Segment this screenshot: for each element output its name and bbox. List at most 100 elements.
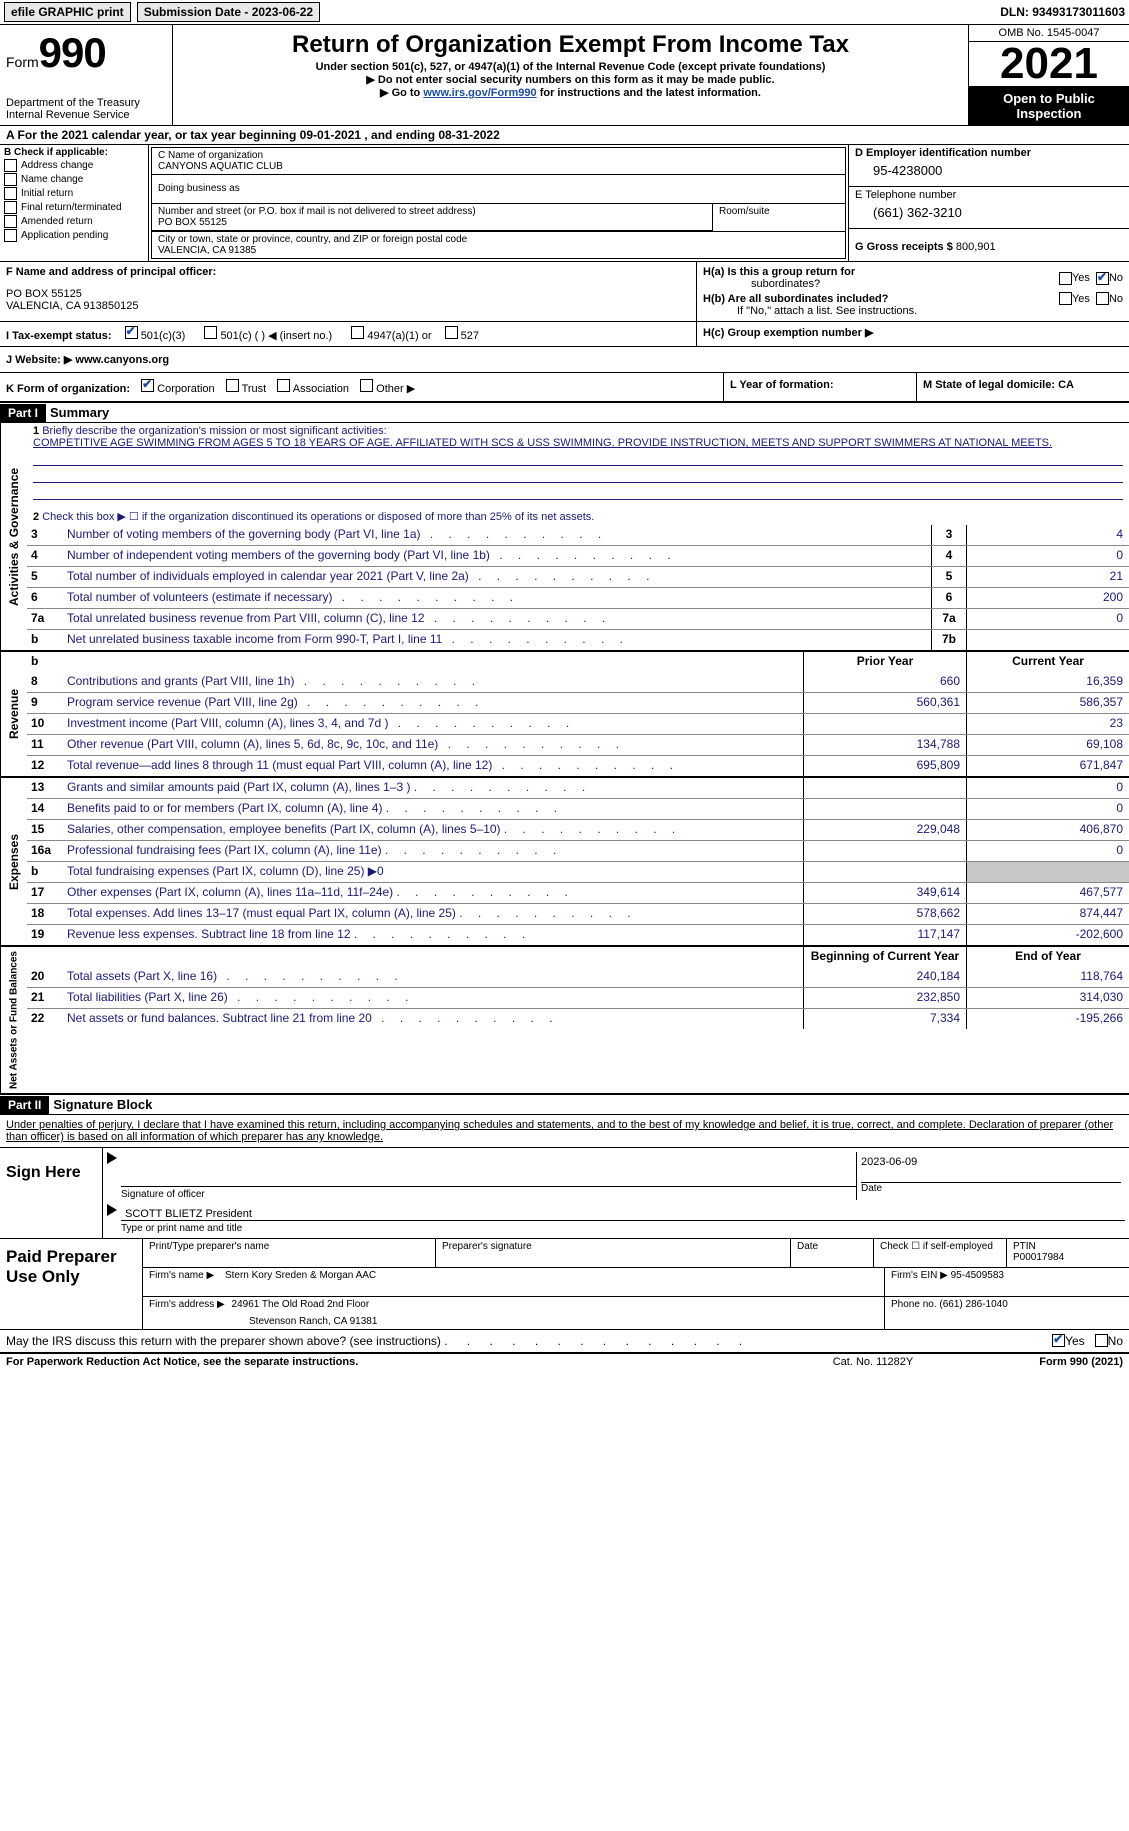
chk-application-pending[interactable]: Application pending xyxy=(4,229,144,242)
part-i-header-row: Part I Summary xyxy=(0,403,1129,423)
dln-number: DLN: 93493173011603 xyxy=(1000,5,1125,19)
revenue-line-9: 9 Program service revenue (Part VIII, li… xyxy=(27,692,1129,713)
expense-line-b: b Total fundraising expenses (Part IX, c… xyxy=(27,861,1129,882)
phone-value: (661) 362-3210 xyxy=(849,203,1129,229)
page-footer: For Paperwork Reduction Act Notice, see … xyxy=(0,1354,1129,1370)
tax-year: 2021 xyxy=(969,42,1129,87)
chk-4947[interactable] xyxy=(351,326,364,339)
side-activities: Activities & Governance xyxy=(0,423,27,650)
website: J Website: ▶ www.canyons.org xyxy=(0,347,1129,372)
header-left: Form990 Department of the Treasury Inter… xyxy=(0,25,173,125)
self-employed-check[interactable]: Check ☐ if self-employed xyxy=(874,1239,1007,1267)
may-no-checkbox[interactable] xyxy=(1095,1334,1108,1347)
hb-yes-checkbox[interactable] xyxy=(1059,292,1072,305)
section-f: F Name and address of principal officer:… xyxy=(0,262,697,321)
chk-final-return[interactable]: Final return/terminated xyxy=(4,201,144,214)
line-2: 2 Check this box ▶ ☐ if the organization… xyxy=(27,502,1129,525)
summary-line-7a: 7a Total unrelated business revenue from… xyxy=(27,608,1129,629)
chk-corporation[interactable] xyxy=(141,379,154,392)
phone-label: Phone no. xyxy=(891,1299,937,1310)
net-line-21: 21 Total liabilities (Part X, line 26) 2… xyxy=(27,987,1129,1008)
chk-association[interactable] xyxy=(277,379,290,392)
i-label: I Tax-exempt status: xyxy=(6,330,112,342)
date-col: Date xyxy=(791,1239,874,1267)
expense-line-19: 19 Revenue less expenses. Subtract line … xyxy=(27,924,1129,945)
b-label: B Check if applicable: xyxy=(4,147,144,158)
line-a: A For the 2021 calendar year, or tax yea… xyxy=(0,126,1129,145)
l-year-formation: L Year of formation: xyxy=(723,373,916,401)
revenue-line-12: 12 Total revenue—add lines 8 through 11 … xyxy=(27,755,1129,776)
goto-prefix: ▶ Go to xyxy=(380,87,423,99)
chk-address-change[interactable]: Address change xyxy=(4,159,144,172)
firm-phone: (661) 286-1040 xyxy=(939,1299,1007,1310)
current-year-header: Current Year xyxy=(966,652,1129,672)
street-value: PO BOX 55125 xyxy=(158,217,706,228)
firm-addr2: Stevenson Ranch, CA 91381 xyxy=(149,1310,878,1327)
room-label: Room/suite xyxy=(713,204,845,231)
c-label: C Name of organization xyxy=(158,150,839,161)
efile-print-button[interactable]: efile GRAPHIC print xyxy=(4,2,131,22)
paid-preparer-row: Paid Preparer Use Only Print/Type prepar… xyxy=(0,1239,1129,1330)
form-header: Form990 Department of the Treasury Inter… xyxy=(0,25,1129,126)
dba-label: Doing business as xyxy=(158,183,839,194)
firm-addr1: 24961 The Old Road 2nd Floor xyxy=(228,1299,370,1310)
triangle-icon xyxy=(107,1204,117,1216)
form-label: Form xyxy=(6,54,39,70)
sign-here-row: Sign Here Signature of officer 2023-06-0… xyxy=(0,1148,1129,1239)
revenue-rows: 8 Contributions and grants (Part VIII, l… xyxy=(27,672,1129,776)
form-990-page: efile GRAPHIC print Submission Date - 20… xyxy=(0,0,1129,1370)
chk-initial-return[interactable]: Initial return xyxy=(4,187,144,200)
sig-date: 2023-06-09 xyxy=(861,1156,1121,1168)
section-h: H(a) Is this a group return for subordin… xyxy=(697,262,1129,321)
chk-trust[interactable] xyxy=(226,379,239,392)
expense-line-13: 13 Grants and similar amounts paid (Part… xyxy=(27,778,1129,798)
expense-line-18: 18 Total expenses. Add lines 13–17 (must… xyxy=(27,903,1129,924)
hb-no-checkbox[interactable] xyxy=(1096,292,1109,305)
g-gross-receipts: G Gross receipts $ 800,901 xyxy=(849,229,1129,255)
f-addr2: VALENCIA, CA 913850125 xyxy=(6,300,690,312)
chk-501c3[interactable] xyxy=(125,326,138,339)
ha-no-checkbox[interactable] xyxy=(1096,272,1109,285)
m-state-domicile: M State of legal domicile: CA xyxy=(916,373,1129,401)
d-label: D Employer identification number xyxy=(849,145,1129,161)
chk-501c[interactable] xyxy=(204,326,217,339)
revenue-line-11: 11 Other revenue (Part VIII, column (A),… xyxy=(27,734,1129,755)
form-subtitle: Under section 501(c), 527, or 4947(a)(1)… xyxy=(177,61,964,73)
revenue-line-10: 10 Investment income (Part VIII, column … xyxy=(27,713,1129,734)
section-d: D Employer identification number 95-4238… xyxy=(848,145,1129,261)
sig-officer-label: Signature of officer xyxy=(121,1189,856,1200)
perjury-declaration: Under penalties of perjury, I declare th… xyxy=(0,1115,1129,1148)
chk-other[interactable] xyxy=(360,379,373,392)
k-label: K Form of organization: xyxy=(6,383,130,395)
f-addr1: PO BOX 55125 xyxy=(6,288,690,300)
may-yes-checkbox[interactable] xyxy=(1052,1334,1065,1347)
org-name: CANYONS AQUATIC CLUB xyxy=(158,161,839,172)
e-label: E Telephone number xyxy=(849,187,1129,203)
irs-link[interactable]: www.irs.gov/Form990 xyxy=(423,87,536,99)
summary-line-b: b Net unrelated business taxable income … xyxy=(27,629,1129,650)
row-k: K Form of organization: Corporation Trus… xyxy=(0,373,1129,403)
chk-amended-return[interactable]: Amended return xyxy=(4,215,144,228)
summary-line-6: 6 Total number of volunteers (estimate i… xyxy=(27,587,1129,608)
ha-yes-checkbox[interactable] xyxy=(1059,272,1072,285)
section-bcd: B Check if applicable: Address change Na… xyxy=(0,145,1129,262)
header-center: Return of Organization Exempt From Incom… xyxy=(173,25,968,125)
open-to-public: Open to Public Inspection xyxy=(969,87,1129,125)
chk-name-change[interactable]: Name change xyxy=(4,173,144,186)
officer-name: SCOTT BLIETZ President xyxy=(121,1208,252,1220)
cat-no: Cat. No. 11282Y xyxy=(783,1356,963,1368)
revenue-section: Revenue b Prior Year Current Year 8 Cont… xyxy=(0,652,1129,778)
row-j: J Website: ▶ www.canyons.org xyxy=(0,347,1129,373)
revenue-line-8: 8 Contributions and grants (Part VIII, l… xyxy=(27,672,1129,692)
net-rows: 20 Total assets (Part X, line 16) 240,18… xyxy=(27,967,1129,1029)
side-expenses: Expenses xyxy=(0,778,27,945)
firm-addr-label: Firm's address ▶ xyxy=(149,1299,225,1310)
firm-name-label: Firm's name ▶ xyxy=(149,1270,214,1281)
street-label: Number and street (or P.O. box if mail i… xyxy=(158,206,706,217)
summary-line-3: 3 Number of voting members of the govern… xyxy=(27,525,1129,545)
city-value: VALENCIA, CA 91385 xyxy=(158,245,839,256)
activities-section: Activities & Governance 1 Briefly descri… xyxy=(0,423,1129,652)
chk-527[interactable] xyxy=(445,326,458,339)
end-year-header: End of Year xyxy=(966,947,1129,967)
city-label: City or town, state or province, country… xyxy=(158,234,839,245)
